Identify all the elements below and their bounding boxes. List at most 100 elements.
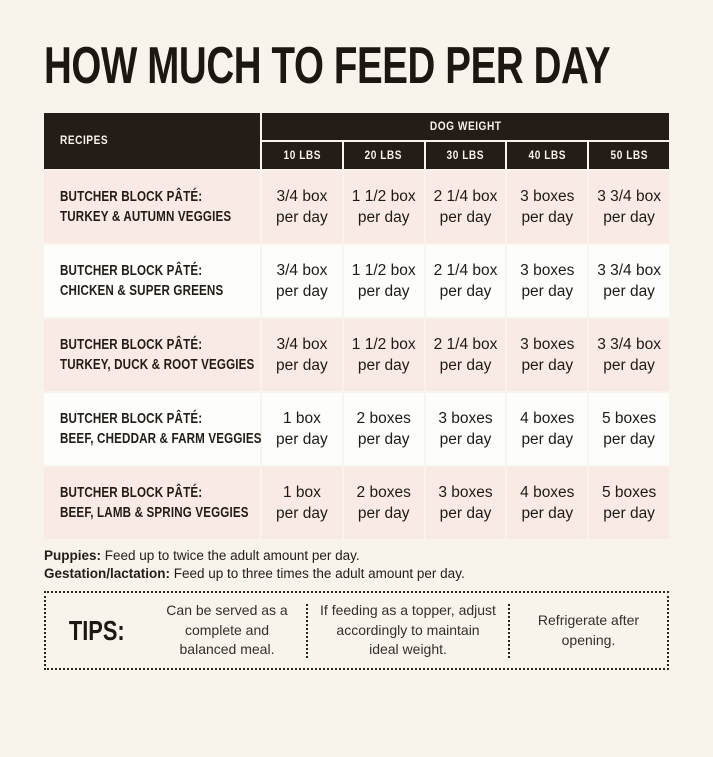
serving-amount: 3/4 box xyxy=(276,262,328,279)
serving-cell: 2 boxes per day xyxy=(343,467,424,539)
weight-header-20lbs: 20 LBS xyxy=(343,142,424,169)
serving-amount: 2 1/4 box xyxy=(433,262,498,279)
serving-cell: 3 3/4 box per day xyxy=(589,319,669,391)
serving-cell: 3 boxes per day xyxy=(425,393,506,465)
serving-cell: 1 1/2 box per day xyxy=(343,319,424,391)
tip-topper: If feeding as a topper, adjust according… xyxy=(308,601,508,660)
serving-cell: 2 boxes per day xyxy=(343,393,424,465)
serving-amount: 5 boxes xyxy=(601,410,657,427)
footnote-gestation-text: Feed up to three times the adult amount … xyxy=(170,565,465,581)
recipe-title: BUTCHER BLOCK PÂTÉ: xyxy=(60,485,203,501)
serving-cell: 2 1/4 box per day xyxy=(425,171,506,243)
serving-frequency: per day xyxy=(603,209,655,226)
footnote-puppies-label: Puppies: xyxy=(44,548,102,563)
serving-cell: 5 boxes per day xyxy=(589,393,669,465)
serving-cell: 3/4 box per day xyxy=(262,171,342,243)
serving-frequency: per day xyxy=(603,357,655,374)
footnote-puppies: Puppies: Feed up to twice the adult amou… xyxy=(44,547,669,565)
serving-cell: 4 boxes per day xyxy=(507,467,588,539)
tips-box: TIPS: Can be served as a complete and ba… xyxy=(44,591,669,670)
weight-header-30lbs: 30 LBS xyxy=(425,142,506,169)
serving-amount: 3 boxes xyxy=(438,410,493,427)
serving-frequency: per day xyxy=(276,283,328,300)
tip-complete-meal: Can be served as a complete and balanced… xyxy=(148,601,306,660)
serving-frequency: per day xyxy=(357,431,410,448)
serving-frequency: per day xyxy=(357,357,410,374)
serving-amount: 3 3/4 box xyxy=(597,262,661,279)
serving-cell: 3 3/4 box per day xyxy=(589,171,669,243)
recipe-name-beef-cheddar-farm: BUTCHER BLOCK PÂTÉ: BEEF, CHEDDAR & FARM… xyxy=(44,393,262,465)
serving-cell: 3 boxes per day xyxy=(507,245,588,317)
serving-cell: 3 3/4 box per day xyxy=(589,245,669,317)
serving-amount: 1 box xyxy=(282,410,321,427)
serving-frequency: per day xyxy=(521,505,574,522)
feeding-table: RECIPES DOG WEIGHT 10 LBS 20 LBS 30 LBS … xyxy=(44,113,669,539)
serving-frequency: per day xyxy=(276,505,328,522)
feeding-guide-page: HOW MUCH TO FEED PER DAY RECIPES DOG WEI… xyxy=(0,40,713,757)
serving-amount: 2 boxes xyxy=(356,410,411,427)
serving-amount: 1 1/2 box xyxy=(351,188,416,205)
serving-amount: 3/4 box xyxy=(276,336,328,353)
weight-label-10lbs: 10 LBS xyxy=(283,149,321,162)
serving-cell: 3 boxes per day xyxy=(507,319,588,391)
table-header: RECIPES DOG WEIGHT 10 LBS 20 LBS 30 LBS … xyxy=(44,113,669,169)
serving-amount: 2 1/4 box xyxy=(433,188,498,205)
weight-header-10lbs: 10 LBS xyxy=(262,142,342,169)
dog-weight-group-header: DOG WEIGHT xyxy=(262,113,669,140)
page-title: HOW MUCH TO FEED PER DAY xyxy=(44,40,669,92)
recipe-subtitle: BEEF, LAMB & SPRING VEGGIES xyxy=(60,505,249,521)
recipe-name-turkey-autumn: BUTCHER BLOCK PÂTÉ: TURKEY & AUTUMN VEGG… xyxy=(44,171,260,243)
serving-cell: 1 1/2 box per day xyxy=(343,245,424,317)
serving-frequency: per day xyxy=(521,357,574,374)
serving-amount: 1 1/2 box xyxy=(351,262,416,279)
serving-amount: 4 boxes xyxy=(520,410,575,427)
serving-amount: 3 3/4 box xyxy=(597,336,661,353)
weight-label-20lbs: 20 LBS xyxy=(364,149,403,162)
tip-topper-text: If feeding as a topper, adjust according… xyxy=(320,602,496,658)
footnote-gestation-label: Gestation/lactation: xyxy=(44,565,171,581)
table-body: BUTCHER BLOCK PÂTÉ: TURKEY & AUTUMN VEGG… xyxy=(44,171,669,539)
serving-frequency: per day xyxy=(603,431,655,448)
serving-frequency: per day xyxy=(357,283,410,300)
serving-frequency: per day xyxy=(521,283,574,300)
serving-amount: 1 box xyxy=(282,484,321,501)
serving-cell: 1 box per day xyxy=(262,393,342,465)
serving-frequency: per day xyxy=(603,283,655,300)
serving-frequency: per day xyxy=(357,209,410,226)
serving-frequency: per day xyxy=(357,505,410,522)
serving-frequency: per day xyxy=(276,209,328,226)
serving-cell: 3 boxes per day xyxy=(507,171,588,243)
recipe-title: BUTCHER BLOCK PÂTÉ: xyxy=(60,411,203,427)
weight-label-30lbs: 30 LBS xyxy=(446,149,485,162)
serving-amount: 1 1/2 box xyxy=(351,336,416,353)
serving-cell: 3 boxes per day xyxy=(425,467,506,539)
serving-cell: 1 box per day xyxy=(262,467,342,539)
serving-cell: 3/4 box per day xyxy=(262,319,342,391)
serving-cell: 2 1/4 box per day xyxy=(425,319,506,391)
serving-cell: 5 boxes per day xyxy=(589,467,669,539)
serving-cell: 3/4 box per day xyxy=(262,245,342,317)
serving-amount: 3 boxes xyxy=(520,188,575,205)
footnotes: Puppies: Feed up to twice the adult amou… xyxy=(44,547,669,582)
serving-amount: 4 boxes xyxy=(520,484,575,501)
weight-label-40lbs: 40 LBS xyxy=(528,149,567,162)
serving-frequency: per day xyxy=(439,209,492,226)
recipe-name-beef-lamb-spring: BUTCHER BLOCK PÂTÉ: BEEF, LAMB & SPRING … xyxy=(44,467,260,539)
serving-amount: 2 boxes xyxy=(356,484,411,501)
tips-label-wrap: TIPS: xyxy=(46,615,148,647)
footnote-gestation: Gestation/lactation: Feed up to three ti… xyxy=(44,565,669,583)
recipe-title: BUTCHER BLOCK PÂTÉ: xyxy=(60,189,203,205)
recipe-subtitle: TURKEY & AUTUMN VEGGIES xyxy=(60,209,232,225)
serving-frequency: per day xyxy=(521,431,574,448)
serving-amount: 2 1/4 box xyxy=(433,336,498,353)
footnote-puppies-text: Feed up to twice the adult amount per da… xyxy=(101,548,360,563)
weight-label-50lbs: 50 LBS xyxy=(610,149,648,162)
tip-refrigerate-text: Refrigerate after opening. xyxy=(537,612,640,648)
weight-header-40lbs: 40 LBS xyxy=(507,142,588,169)
serving-cell: 1 1/2 box per day xyxy=(343,171,424,243)
tips-label: TIPS: xyxy=(69,614,125,646)
recipe-title: BUTCHER BLOCK PÂTÉ: xyxy=(60,337,203,353)
serving-amount: 3 boxes xyxy=(520,336,575,353)
serving-frequency: per day xyxy=(276,357,328,374)
recipe-name-chicken-greens: BUTCHER BLOCK PÂTÉ: CHICKEN & SUPER GREE… xyxy=(44,245,260,317)
